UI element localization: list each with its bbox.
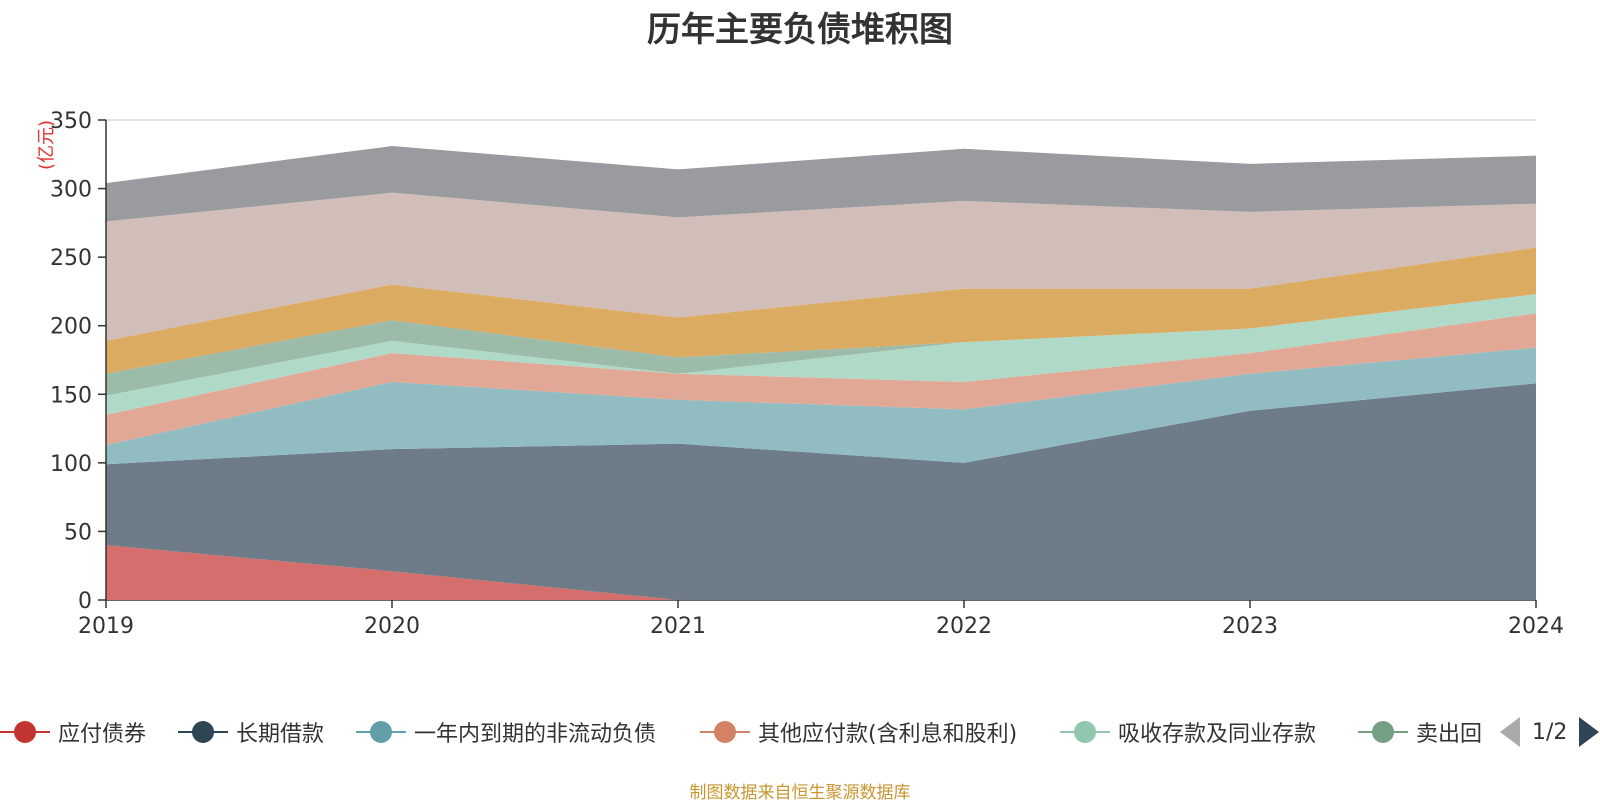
legend-marker-icon <box>0 717 50 747</box>
legend-label: 应付债券 <box>58 722 147 747</box>
x-tick-label: 2024 <box>1508 614 1564 639</box>
y-tick-label: 150 <box>50 383 92 408</box>
area-series-8[interactable] <box>106 192 1536 341</box>
legend-marker-icon <box>356 717 406 747</box>
legend-marker-icon <box>1060 717 1110 747</box>
y-tick-label: 350 <box>50 109 92 134</box>
area-series-2[interactable] <box>106 383 1536 600</box>
legend-marker-icon <box>1358 717 1408 747</box>
area-series-9[interactable] <box>106 146 1536 222</box>
y-tick-label: 300 <box>50 178 92 203</box>
area-series-3[interactable] <box>106 347 1536 465</box>
legend-label: 吸收存款及同业存款 <box>1118 722 1317 747</box>
area-series-4[interactable] <box>106 313 1536 446</box>
legend-prev-page-button[interactable] <box>1500 717 1520 747</box>
legend-label: 其他应付款(含利息和股利) <box>758 722 1018 747</box>
legend-item[interactable]: 一年内到期的非流动负债 <box>356 712 656 752</box>
y-axis-label: (亿元) <box>36 120 57 170</box>
area-series-1[interactable] <box>106 545 1536 600</box>
chart-title: 历年主要负债堆积图 <box>647 10 953 50</box>
x-tick-label: 2020 <box>364 614 420 639</box>
legend-marker-icon <box>178 717 228 747</box>
legend: 应付债券 长期借款 一年内到期的非流动负债 其他应付款(含利息和股利) 吸收存款及同业存… <box>0 712 1600 752</box>
area-series-7[interactable] <box>106 247 1536 374</box>
x-tick-label: 2021 <box>650 614 706 639</box>
source-note: 制图数据来自恒生聚源数据库 <box>689 783 911 803</box>
y-tick-label: 50 <box>64 520 92 545</box>
legend-next-page-button[interactable] <box>1579 717 1600 747</box>
legend-page-indicator: 1/2 <box>1532 719 1568 745</box>
legend-item[interactable]: 吸收存款及同业存款 <box>1060 712 1316 752</box>
legend-marker-icon <box>700 717 750 747</box>
legend-pager: 1/2 <box>1500 712 1600 752</box>
x-tick-label: 2019 <box>78 614 134 639</box>
legend-item[interactable]: 应付债券 <box>0 712 146 752</box>
y-tick-label: 200 <box>50 315 92 340</box>
chart-plot: 0 50 100 150 200 250 300 350 2019 2020 2021 2022 202… <box>36 109 1564 639</box>
legend-item[interactable]: 其他应付款(含利息和股利) <box>700 712 1017 752</box>
legend-item[interactable]: 卖出回 <box>1358 712 1482 752</box>
y-tick-label: 250 <box>50 246 92 271</box>
legend-label: 长期借款 <box>236 722 325 747</box>
legend-label: 卖出回 <box>1416 722 1483 747</box>
legend-item[interactable]: 长期借款 <box>178 712 324 752</box>
x-tick-label: 2022 <box>936 614 992 639</box>
y-tick-label: 100 <box>50 452 92 477</box>
x-tick-label: 2023 <box>1222 614 1278 639</box>
y-tick-label: 0 <box>78 589 92 614</box>
legend-label: 一年内到期的非流动负债 <box>414 722 657 747</box>
